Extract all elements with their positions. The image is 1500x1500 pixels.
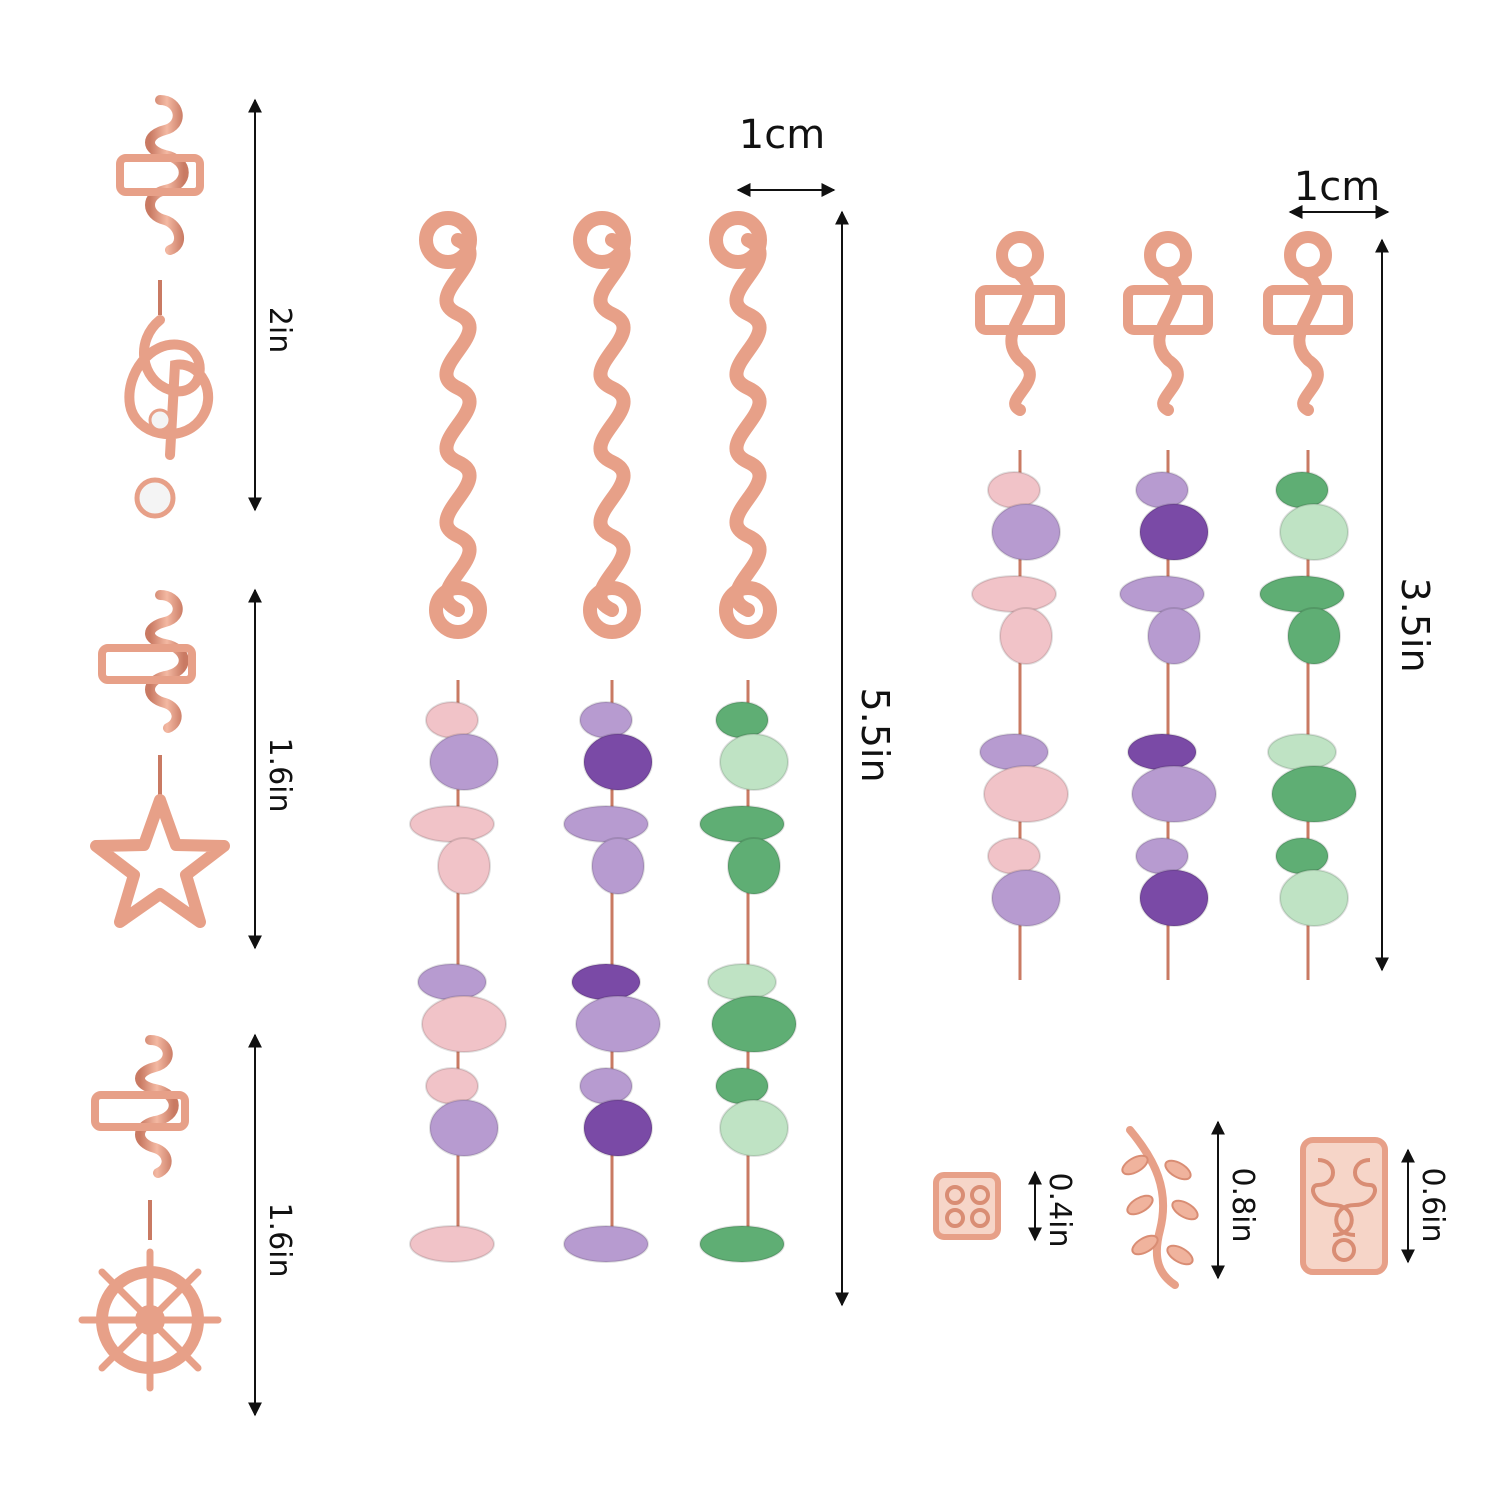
medium-height-label: 3.5in [1393, 577, 1437, 672]
wheel-charm [78, 1035, 222, 1392]
star-charm [90, 590, 230, 928]
treble-clef-pendant-icon [124, 315, 214, 519]
long-width-dimension: 1cm [736, 112, 836, 197]
medium-spiral-charm [971, 231, 1069, 980]
cuff-b-label: 0.8in [1225, 1167, 1260, 1242]
clef-charm [116, 95, 214, 519]
filigree-cuff-tall: 0.6in [1300, 1137, 1450, 1275]
long-spiral-charm [563, 211, 661, 1263]
medium-spiral-charms [971, 231, 1357, 980]
clef-dimension: 2in [248, 98, 297, 512]
long-spiral-charm [699, 211, 797, 1263]
medium-spiral-charm [1259, 231, 1357, 980]
cuff-a-label: 0.4in [1042, 1172, 1077, 1247]
long-height-label: 5.5in [853, 687, 897, 782]
medium-width-dimension: 1cm [1288, 164, 1390, 219]
star-pendant-icon [90, 794, 230, 928]
long-spiral-charm [409, 211, 507, 1263]
medium-spiral-charm [1119, 231, 1217, 980]
cuff-c-label: 0.6in [1415, 1167, 1450, 1242]
star-dimension: 1.6in [248, 588, 297, 950]
clef-height-label: 2in [262, 307, 297, 353]
ship-wheel-pendant-icon [78, 1248, 222, 1392]
filigree-cuff-small: 0.4in [933, 1170, 1077, 1248]
wheel-height-label: 1.6in [262, 1202, 297, 1277]
long-height-dimension: 5.5in [835, 210, 897, 1307]
medium-height-dimension: 3.5in [1375, 238, 1437, 972]
long-width-label: 1cm [739, 112, 825, 158]
star-height-label: 1.6in [262, 737, 297, 812]
medium-width-label: 1cm [1294, 164, 1380, 210]
long-spiral-charms [409, 211, 797, 1263]
leaf-cuff: 0.8in [1121, 1120, 1260, 1289]
wheel-dimension: 1.6in [248, 1033, 297, 1417]
